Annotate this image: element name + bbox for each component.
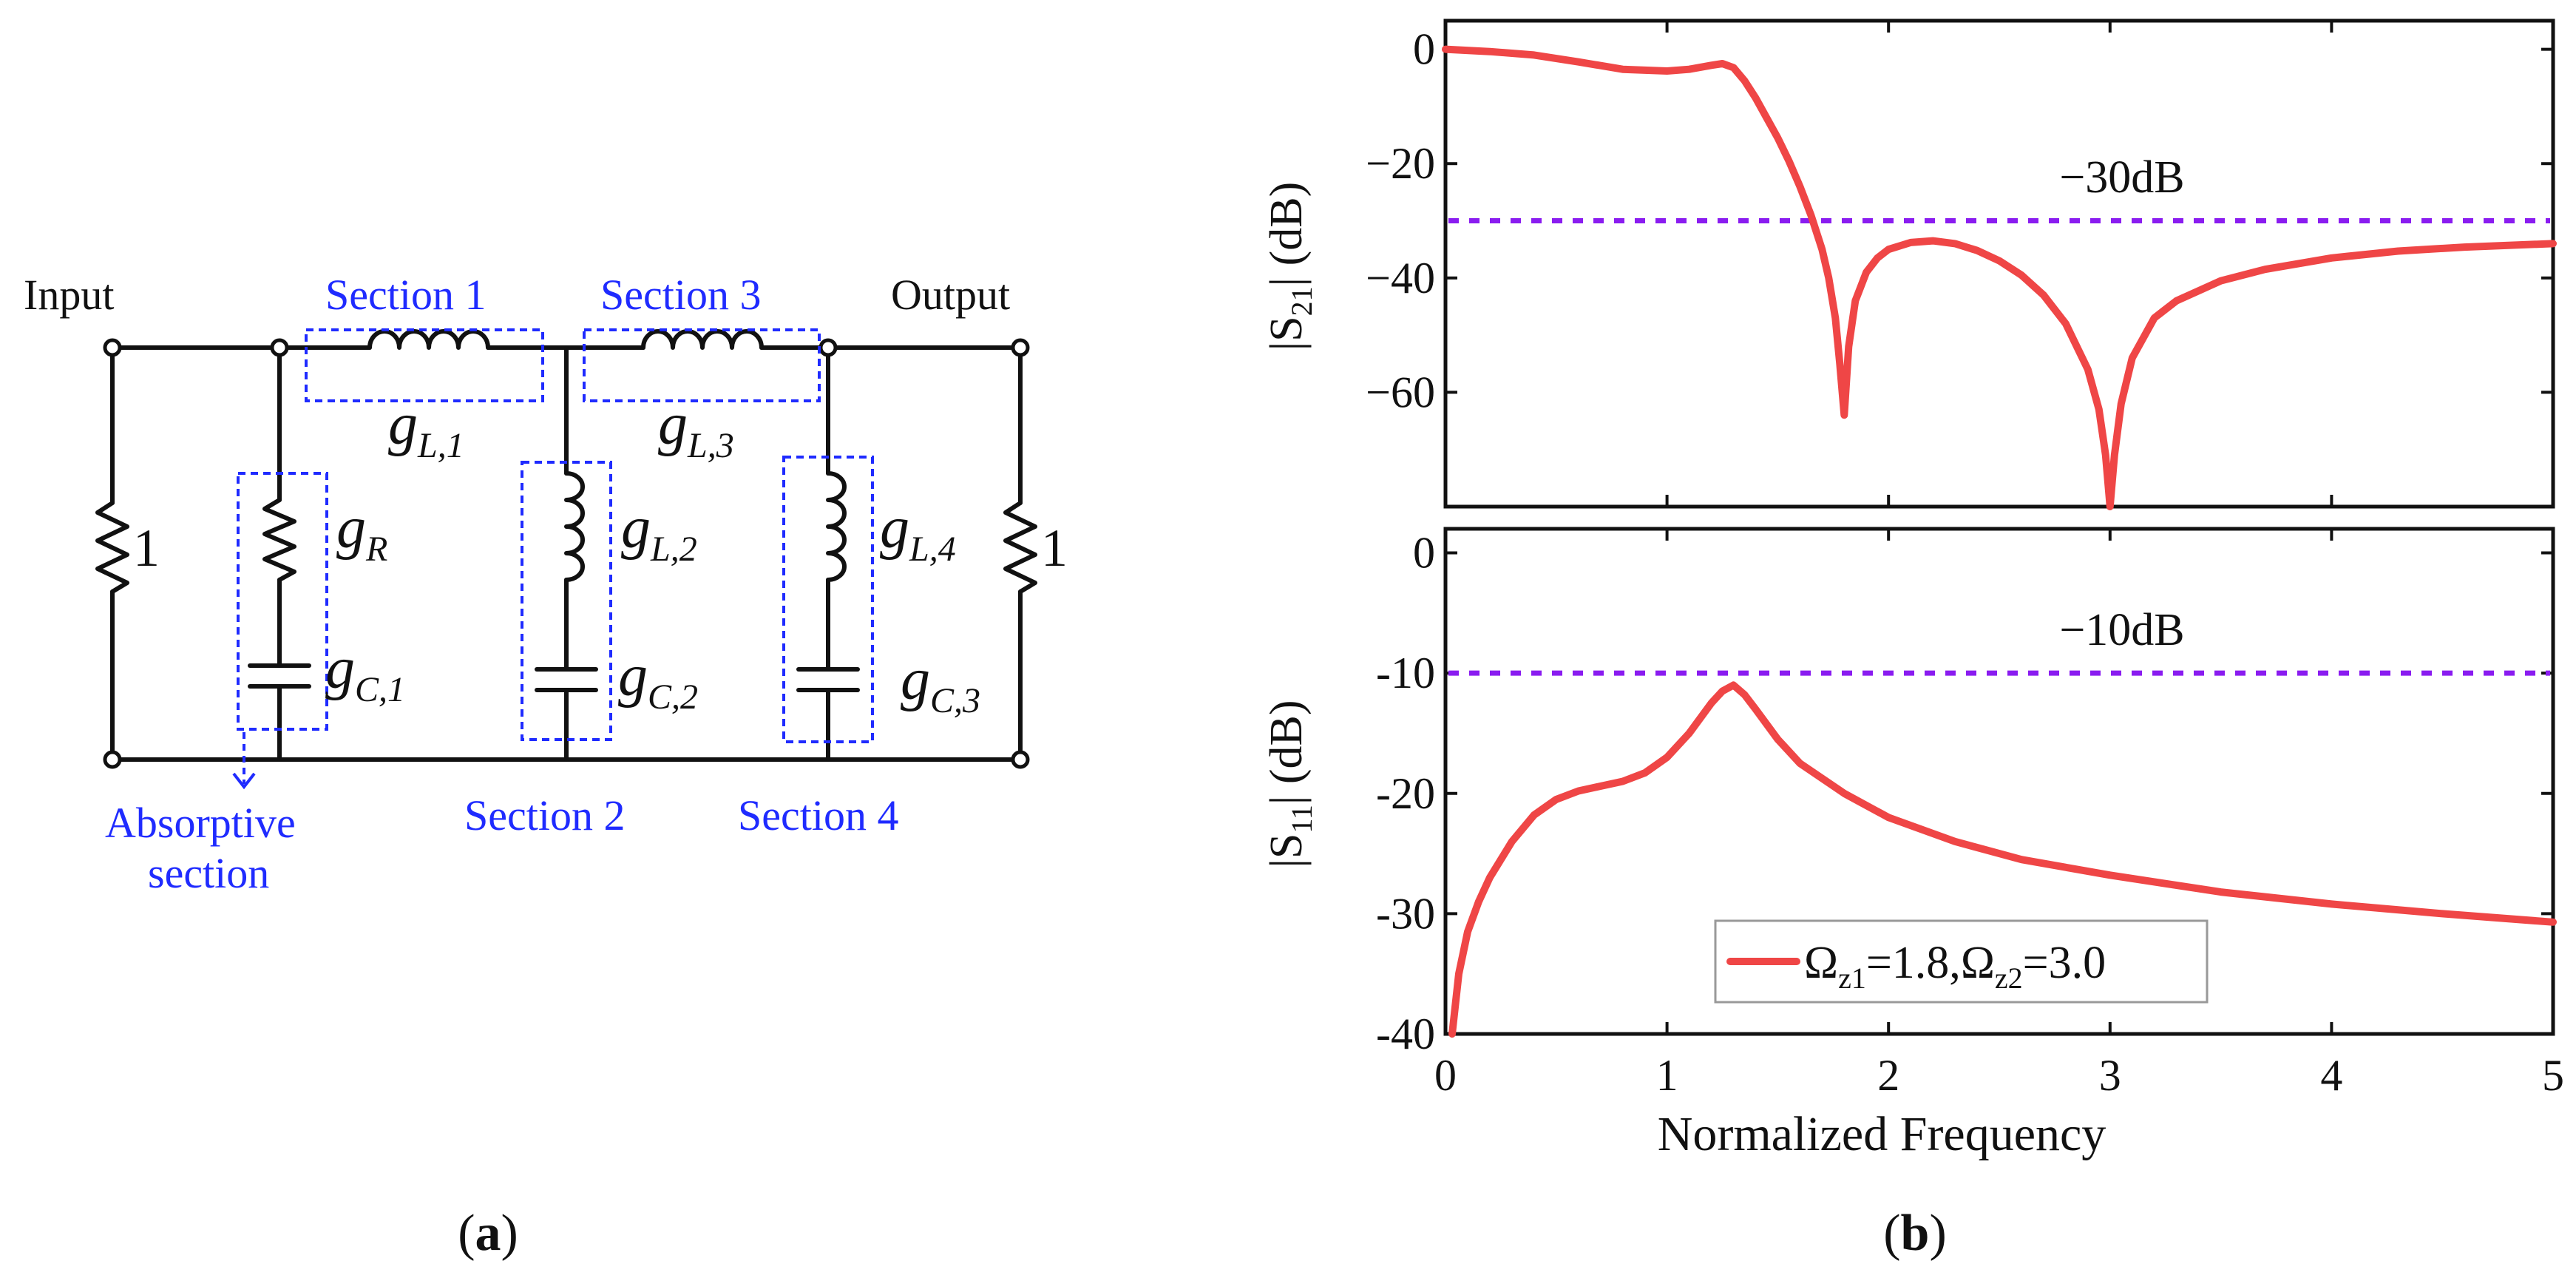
legend-label: Ωz1=1.8,Ωz2=3.0 <box>1804 938 2106 995</box>
s11-ytick-label: -40 <box>1376 1010 1435 1058</box>
output-ground-terminal <box>1011 750 1030 769</box>
input-terminal <box>103 338 122 357</box>
load-resistance-value: 1 <box>1041 518 1068 578</box>
load-resistor <box>1003 345 1037 762</box>
section4-label: Section 4 <box>738 791 898 839</box>
label-gL1: gL,1 <box>388 392 464 465</box>
s11-xtick-label: 1 <box>1656 1051 1678 1100</box>
s21-plot-frame <box>1443 18 2555 509</box>
s21-chart: 0 −20 −40 −60 <box>1366 21 2557 510</box>
section4-box <box>782 456 874 743</box>
legend: Ωz1=1.8,Ωz2=3.0 <box>1714 919 2209 1004</box>
junction-node <box>270 338 289 357</box>
caption-b: (b) <box>1883 1205 1947 1262</box>
s11-series-line <box>1448 681 2557 1038</box>
charts: 0−20−40−60 0-10-20-30-400 1 2 3 4 5 |S21| (dB… <box>1261 18 2564 1262</box>
source-resistance-value: 1 <box>133 518 160 578</box>
label-gL3: gL,3 <box>658 392 734 465</box>
output-label: Output <box>891 271 1010 319</box>
s11-xtick-label: 3 <box>2099 1051 2121 1100</box>
shunt-branch-section4 <box>796 345 860 762</box>
section1-box <box>305 328 544 402</box>
label-gL2: gL,2 <box>621 496 697 569</box>
s21-ytick-label: 0 <box>1413 25 1435 74</box>
junction-node <box>818 338 838 357</box>
s11-xtick-label: 5 <box>2542 1051 2564 1100</box>
s21-series-line <box>1442 45 2557 510</box>
inductor-L3 <box>567 329 830 350</box>
s21-ylabel: |S21| (dB) <box>1261 182 1318 351</box>
s11-plot-frame <box>1443 527 2555 1036</box>
caption-a: (a) <box>458 1205 518 1262</box>
section2-label: Section 2 <box>464 791 625 839</box>
source-resistor <box>95 345 129 762</box>
s11-ytick-label: -20 <box>1376 769 1435 818</box>
input-label: Input <box>24 271 114 319</box>
circuit-diagram: Input Output 1 1 Section 1 Section 3 Sec… <box>24 271 1068 1262</box>
absorptive-branch <box>248 345 311 762</box>
s11-threshold-label: −10dB <box>2059 605 2184 655</box>
s11-ytick-label: -10 <box>1376 649 1435 697</box>
section3-label: Section 3 <box>600 271 761 319</box>
section2-box <box>521 461 612 741</box>
absorptive-arrow <box>232 732 256 790</box>
s11-xtick-label: 0 <box>1434 1051 1457 1100</box>
x-axis-title: Normalized Frequency <box>1658 1107 2106 1161</box>
s21-ytick-label: −60 <box>1366 368 1435 416</box>
absorptive-section-box <box>237 472 328 731</box>
s21-threshold-label: −30dB <box>2059 152 2184 203</box>
label-gR: gR <box>336 496 387 569</box>
section3-box <box>583 328 821 402</box>
inductor-L1 <box>301 329 542 350</box>
label-gC3: gC,3 <box>901 647 980 720</box>
output-terminal <box>1011 338 1030 357</box>
label-gL4: gL,4 <box>880 496 956 569</box>
s11-ytick-label: -30 <box>1376 889 1435 938</box>
s11-ytick-label: 0 <box>1413 529 1435 578</box>
s11-chart: 0-10-20-30-400 1 2 3 4 5 <box>1376 529 2564 1100</box>
label-gC2: gC,2 <box>618 643 698 717</box>
s11-ylabel: |S11| (dB) <box>1261 700 1318 868</box>
shunt-branch-section2 <box>535 345 598 762</box>
absorptive-label-line1: Absorptive <box>105 799 296 847</box>
s21-ytick-label: −20 <box>1366 139 1435 188</box>
absorptive-label-line2: section <box>148 849 269 897</box>
s21-ytick-label: −40 <box>1366 254 1435 302</box>
label-gC1: gC,1 <box>325 636 405 709</box>
s11-xtick-label: 4 <box>2320 1051 2342 1100</box>
section1-label: Section 1 <box>325 271 486 319</box>
s11-xtick-label: 2 <box>1877 1051 1899 1100</box>
input-ground-terminal <box>103 750 122 769</box>
